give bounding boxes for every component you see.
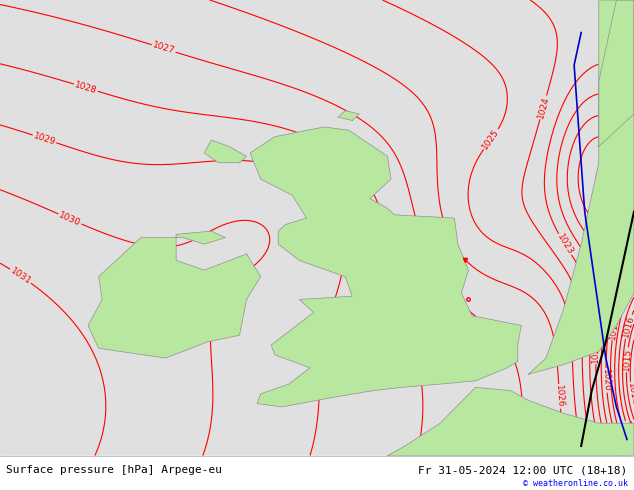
Text: 1028: 1028 bbox=[74, 80, 98, 95]
Text: 1022: 1022 bbox=[592, 340, 601, 363]
Text: 1029: 1029 bbox=[32, 131, 57, 147]
Text: 1016: 1016 bbox=[621, 315, 634, 339]
Text: 1018: 1018 bbox=[624, 272, 634, 296]
Text: 1024: 1024 bbox=[536, 95, 551, 120]
Polygon shape bbox=[88, 231, 261, 358]
Text: 1014: 1014 bbox=[626, 382, 634, 406]
Text: © weatheronline.co.uk: © weatheronline.co.uk bbox=[522, 479, 628, 488]
Text: Fr 31-05-2024 12:00 UTC (18+18): Fr 31-05-2024 12:00 UTC (18+18) bbox=[418, 466, 628, 475]
Text: 1015: 1015 bbox=[621, 348, 632, 371]
Text: Surface pressure [hPa] Arpege-eu: Surface pressure [hPa] Arpege-eu bbox=[6, 466, 223, 475]
Text: 1023: 1023 bbox=[555, 232, 574, 257]
Polygon shape bbox=[528, 0, 634, 374]
Polygon shape bbox=[204, 140, 247, 163]
Text: 1030: 1030 bbox=[58, 210, 82, 228]
Text: 1017: 1017 bbox=[621, 420, 634, 445]
Text: 1031: 1031 bbox=[9, 266, 33, 286]
Text: 1020: 1020 bbox=[621, 180, 631, 203]
Polygon shape bbox=[598, 0, 634, 147]
Polygon shape bbox=[250, 127, 521, 407]
Text: 1025: 1025 bbox=[481, 127, 501, 151]
Polygon shape bbox=[338, 111, 359, 121]
Text: 1026: 1026 bbox=[554, 385, 565, 408]
Text: 1027: 1027 bbox=[152, 41, 176, 56]
Text: 1020: 1020 bbox=[601, 368, 611, 392]
Polygon shape bbox=[387, 387, 634, 456]
Text: 1021: 1021 bbox=[582, 230, 603, 254]
Text: 1019: 1019 bbox=[607, 316, 620, 340]
